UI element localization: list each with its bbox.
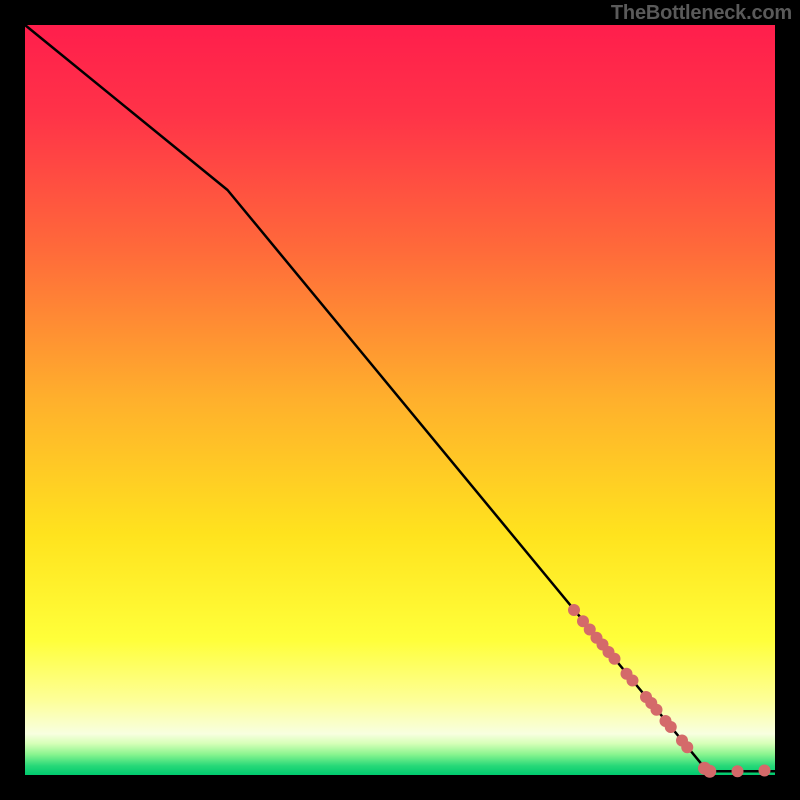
marker-point bbox=[665, 721, 677, 733]
marker-point bbox=[703, 765, 716, 778]
marker-point bbox=[732, 765, 744, 777]
marker-point bbox=[627, 675, 639, 687]
marker-point bbox=[759, 765, 771, 777]
marker-point bbox=[681, 741, 693, 753]
chart-svg bbox=[0, 0, 800, 800]
marker-point bbox=[568, 604, 580, 616]
marker-point bbox=[609, 653, 621, 665]
marker-point bbox=[651, 704, 663, 716]
